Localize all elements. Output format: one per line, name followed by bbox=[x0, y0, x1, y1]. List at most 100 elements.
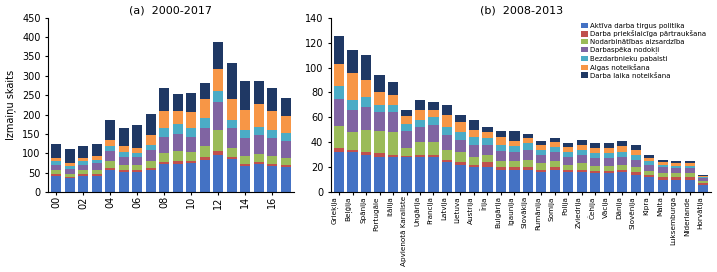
Bar bbox=[227, 100, 237, 120]
Bar bbox=[577, 150, 587, 155]
Bar bbox=[631, 145, 641, 150]
Bar bbox=[227, 157, 237, 159]
Bar bbox=[51, 170, 62, 174]
Bar bbox=[92, 144, 102, 156]
Bar bbox=[280, 133, 290, 141]
Bar bbox=[590, 173, 600, 192]
Bar bbox=[132, 148, 142, 153]
Bar bbox=[577, 145, 587, 150]
Bar bbox=[361, 107, 371, 130]
Bar bbox=[523, 134, 533, 138]
Bar bbox=[65, 166, 75, 169]
Bar bbox=[199, 157, 210, 160]
Bar bbox=[685, 173, 695, 177]
Bar bbox=[469, 165, 479, 167]
Bar bbox=[199, 160, 210, 192]
Bar bbox=[415, 157, 425, 192]
Bar bbox=[442, 150, 452, 160]
Title: (a)  2000-2017: (a) 2000-2017 bbox=[130, 5, 212, 16]
Bar bbox=[645, 161, 655, 165]
Bar bbox=[146, 169, 156, 192]
Bar bbox=[509, 141, 520, 146]
Bar bbox=[213, 155, 223, 192]
Bar bbox=[388, 112, 398, 132]
Bar bbox=[604, 166, 614, 171]
Bar bbox=[92, 160, 102, 163]
Bar bbox=[671, 161, 681, 163]
Bar bbox=[402, 123, 412, 131]
Bar bbox=[119, 152, 129, 157]
Bar bbox=[159, 137, 169, 153]
Bar bbox=[240, 138, 250, 156]
Bar bbox=[671, 177, 681, 180]
Bar bbox=[51, 165, 62, 170]
Bar bbox=[631, 150, 641, 155]
Bar bbox=[429, 117, 439, 125]
Bar bbox=[415, 142, 425, 155]
Bar bbox=[685, 163, 695, 166]
Bar bbox=[334, 149, 344, 152]
Bar bbox=[617, 172, 627, 192]
Bar bbox=[590, 149, 600, 153]
Bar bbox=[523, 170, 533, 192]
Bar bbox=[51, 176, 62, 192]
Bar bbox=[685, 168, 695, 173]
Bar bbox=[334, 152, 344, 192]
Bar bbox=[374, 153, 384, 157]
Bar bbox=[388, 95, 398, 105]
Bar bbox=[348, 110, 358, 132]
Bar bbox=[645, 158, 655, 161]
Bar bbox=[577, 170, 587, 172]
Bar bbox=[671, 173, 681, 177]
Bar bbox=[119, 128, 129, 146]
Bar bbox=[564, 172, 574, 192]
Bar bbox=[361, 155, 371, 192]
Bar bbox=[402, 110, 412, 116]
Bar bbox=[698, 185, 708, 192]
Bar bbox=[685, 180, 695, 192]
Bar bbox=[186, 93, 196, 112]
Bar bbox=[577, 172, 587, 192]
Bar bbox=[483, 132, 493, 138]
Bar bbox=[199, 100, 210, 118]
Bar bbox=[254, 81, 264, 104]
Bar bbox=[348, 73, 358, 100]
Bar bbox=[388, 155, 398, 157]
Bar bbox=[78, 146, 88, 157]
Bar bbox=[509, 170, 520, 192]
Bar bbox=[105, 120, 115, 140]
Bar bbox=[159, 88, 169, 111]
Bar bbox=[280, 98, 290, 116]
Bar bbox=[698, 175, 708, 176]
Bar bbox=[698, 176, 708, 177]
Bar bbox=[455, 140, 465, 152]
Bar bbox=[550, 138, 560, 142]
Bar bbox=[402, 157, 412, 192]
Bar bbox=[415, 100, 425, 110]
Bar bbox=[361, 80, 371, 97]
Bar bbox=[645, 155, 655, 158]
Bar bbox=[429, 102, 439, 110]
Bar bbox=[105, 161, 115, 168]
Bar bbox=[374, 112, 384, 131]
Bar bbox=[78, 170, 88, 174]
Bar bbox=[65, 178, 75, 192]
Bar bbox=[186, 137, 196, 152]
Bar bbox=[685, 177, 695, 180]
Bar bbox=[361, 97, 371, 107]
Bar bbox=[78, 165, 88, 170]
Bar bbox=[65, 149, 75, 163]
Bar bbox=[51, 174, 62, 176]
Bar bbox=[536, 172, 546, 192]
Bar bbox=[173, 161, 183, 164]
Bar bbox=[213, 151, 223, 155]
Bar bbox=[523, 138, 533, 143]
Bar bbox=[334, 99, 344, 126]
Bar bbox=[698, 178, 708, 181]
Bar bbox=[173, 164, 183, 192]
Bar bbox=[173, 124, 183, 134]
Bar bbox=[415, 110, 425, 120]
Bar bbox=[227, 148, 237, 157]
Bar bbox=[105, 169, 115, 192]
Bar bbox=[631, 167, 641, 172]
